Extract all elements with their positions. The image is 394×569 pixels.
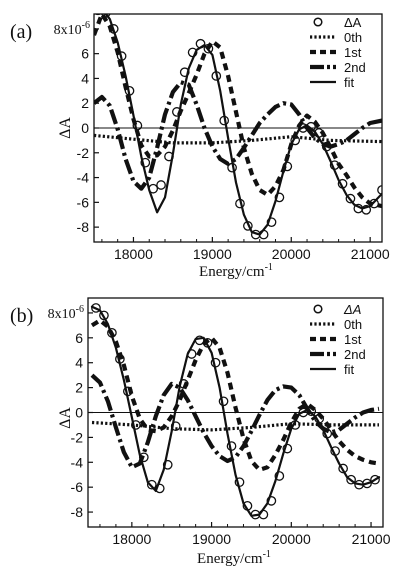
y-tick-label: 8x10-6 xyxy=(48,304,84,322)
y-tick-label: 8x10-6 xyxy=(54,20,90,38)
data-point xyxy=(362,478,372,489)
data-point xyxy=(345,193,356,204)
y-tick-label: -6 xyxy=(77,194,90,210)
x-tick-label: 20000 xyxy=(272,531,311,547)
x-tick-label: 19000 xyxy=(193,246,232,262)
legend-label: 0th xyxy=(344,317,362,332)
y-tick-label: -2 xyxy=(77,145,90,161)
data-point xyxy=(140,157,151,168)
data-point xyxy=(94,14,102,16)
y-tick-label: 2 xyxy=(75,380,83,396)
series-line-1st xyxy=(90,318,380,472)
series-line-0th xyxy=(94,133,382,145)
data-point xyxy=(99,310,109,321)
y-tick-label: 6 xyxy=(75,330,83,346)
legend-label: fit xyxy=(344,75,355,90)
y-tick-label: -2 xyxy=(71,429,84,445)
series-line-1st xyxy=(94,14,382,209)
y-tick-label: 0 xyxy=(81,120,89,136)
data-point xyxy=(274,192,285,203)
legend-label: ΔA xyxy=(344,15,362,30)
x-tick-label: 19000 xyxy=(192,531,231,547)
series-line-fit xyxy=(90,305,381,517)
legend-label: 2nd xyxy=(344,60,366,75)
x-tick-label: 18000 xyxy=(114,246,153,262)
legend-label: 1st xyxy=(344,332,362,347)
legend-label: fit xyxy=(344,362,355,377)
y-tick-label: -4 xyxy=(71,454,84,470)
data-point xyxy=(370,474,380,485)
legend-label: 1st xyxy=(344,45,362,60)
y-tick-label: 6 xyxy=(81,46,89,62)
series-line-fit xyxy=(104,14,382,236)
data-point xyxy=(162,459,173,470)
x-axis-label: Energy/cm-1 xyxy=(199,262,273,280)
y-tick-label: -6 xyxy=(71,479,84,495)
plot-area xyxy=(90,303,381,520)
y-tick-label: -8 xyxy=(71,504,84,520)
y-axis-label: ΔA xyxy=(57,407,74,429)
data-point xyxy=(91,303,101,313)
y-tick-label: 2 xyxy=(81,95,89,111)
y-tick-label: -4 xyxy=(77,170,90,186)
legend-label: 0th xyxy=(344,30,362,45)
data-point xyxy=(361,204,372,215)
data-point xyxy=(274,471,285,481)
y-tick-label: 4 xyxy=(81,70,89,86)
legend-label: 2nd xyxy=(344,347,366,362)
x-tick-label: 18000 xyxy=(112,531,151,547)
data-point xyxy=(156,180,166,190)
data-point xyxy=(146,479,157,490)
x-tick-label: 21000 xyxy=(351,246,390,262)
plot-area xyxy=(94,14,382,240)
y-tick-label: 0 xyxy=(75,405,83,421)
legend-marker xyxy=(313,304,323,314)
panel-label: (b) xyxy=(10,305,33,327)
panel-label: (a) xyxy=(10,21,32,43)
data-point xyxy=(338,463,348,474)
x-tick-label: 21000 xyxy=(352,531,391,547)
series-line-2nd xyxy=(94,80,382,191)
legend-marker xyxy=(313,17,323,27)
series-line-2nd xyxy=(90,373,380,470)
x-axis-label: Energy/cm-1 xyxy=(197,549,271,567)
y-tick-label: 4 xyxy=(75,355,83,371)
y-axis-label: ΔA xyxy=(57,117,74,139)
x-tick-label: 20000 xyxy=(272,246,311,262)
y-tick-label: -8 xyxy=(77,219,90,235)
data-point xyxy=(346,474,356,485)
legend-label: ΔA xyxy=(343,302,361,317)
